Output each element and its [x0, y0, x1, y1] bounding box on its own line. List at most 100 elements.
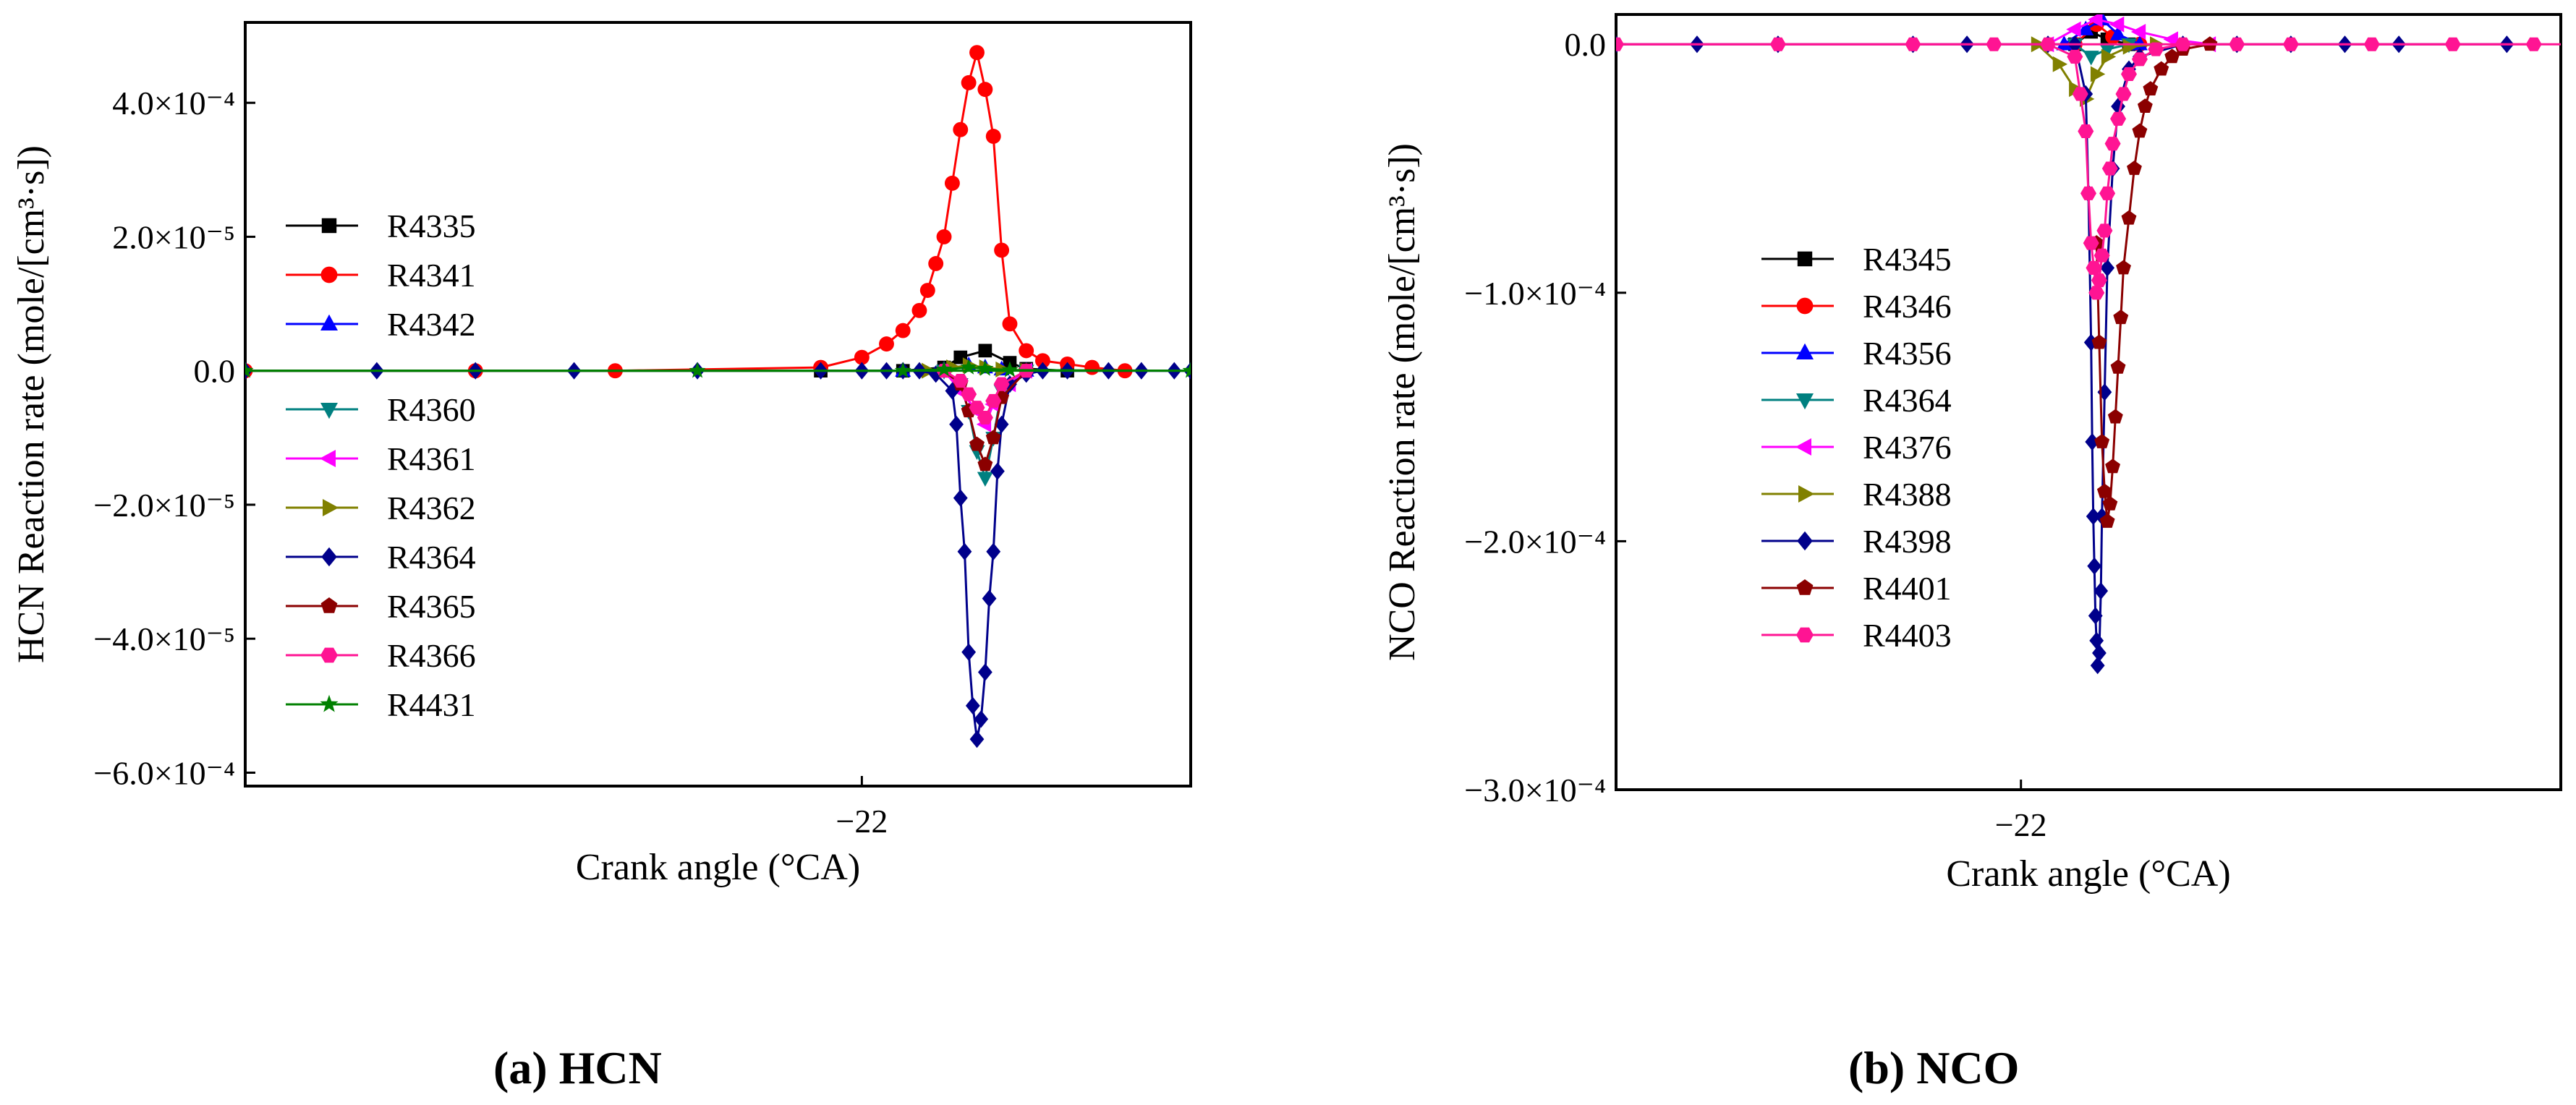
- legend-marker: [320, 266, 338, 283]
- plot-frame: [1615, 13, 2562, 791]
- data-point: [2052, 56, 2068, 72]
- legend-marker: [323, 499, 339, 516]
- y-tick-label: −2.0×10⁻⁵: [93, 487, 235, 524]
- data-point: [2130, 24, 2146, 40]
- legend-marker: [320, 597, 338, 613]
- data-point: [2089, 631, 2104, 649]
- data-point: [2116, 260, 2131, 275]
- data-point: [985, 129, 1001, 144]
- legend-label: R4431: [387, 686, 476, 723]
- legend-marker: [319, 450, 336, 467]
- legend-marker: [320, 647, 338, 663]
- data-point: [2132, 123, 2148, 138]
- data-point: [960, 358, 977, 375]
- plot-area: [245, 45, 1191, 748]
- data-point: [1002, 316, 1018, 332]
- series-R4364: [245, 362, 1191, 748]
- legend-item: R4401: [1761, 570, 1952, 607]
- legend-label: R4356: [1863, 335, 1952, 372]
- data-point: [911, 302, 927, 318]
- data-point: [2096, 483, 2112, 498]
- data-point: [2148, 42, 2164, 56]
- legend-marker: [320, 694, 339, 712]
- data-point: [936, 229, 952, 244]
- data-point: [2088, 286, 2105, 300]
- data-point: [977, 663, 992, 681]
- legend-label: R4361: [387, 440, 476, 477]
- data-point: [985, 393, 1002, 408]
- data-point: [2122, 38, 2138, 55]
- legend-marker: [1796, 297, 1814, 315]
- data-point: [2086, 260, 2102, 275]
- data-point: [2093, 248, 2110, 263]
- legend-item: R4364: [1761, 382, 1952, 419]
- data-point: [953, 121, 969, 137]
- data-point: [2088, 607, 2103, 625]
- y-tick-label: 4.0×10⁻⁴: [112, 85, 235, 121]
- y-axis-label: NCO Reaction rate (mole/[cm³·s]): [1382, 143, 1423, 661]
- data-point: [2086, 507, 2101, 526]
- legend-label: R4364: [387, 539, 476, 576]
- data-point: [1034, 353, 1050, 369]
- data-point: [919, 283, 935, 298]
- legend-marker: [320, 314, 338, 330]
- data-point: [2101, 161, 2118, 176]
- y-tick-label: 2.0×10⁻⁵: [112, 218, 235, 255]
- data-point: [944, 175, 960, 191]
- data-point: [2083, 236, 2099, 250]
- data-point: [1019, 343, 1034, 359]
- data-point: [2078, 20, 2094, 35]
- y-tick-label: −2.0×10⁻⁴: [1464, 523, 1606, 560]
- data-point: [1001, 361, 1019, 377]
- legend-item: R4341: [286, 257, 476, 294]
- data-point: [2113, 310, 2129, 325]
- series-line: [1616, 43, 2534, 294]
- y-tick-label: −1.0×10⁻⁴: [1464, 275, 1606, 312]
- data-point: [969, 401, 985, 415]
- data-point: [2104, 137, 2121, 151]
- legend-marker: [1796, 627, 1814, 643]
- data-point: [2091, 334, 2107, 349]
- x-axis-label: Crank angle (°CA): [576, 847, 860, 888]
- legend-label: R4401: [1863, 570, 1952, 607]
- legend-item: R4345: [1761, 241, 1952, 278]
- legend-item: R4346: [1761, 288, 1952, 325]
- data-point: [2099, 513, 2115, 528]
- legend-item: R4366: [286, 637, 476, 674]
- data-point: [2088, 14, 2103, 27]
- legend-label: R4341: [387, 257, 476, 294]
- legend-label: R4345: [1863, 241, 1952, 278]
- legend-item: R4376: [1761, 429, 1952, 466]
- data-point: [2090, 657, 2105, 675]
- data-point: [2096, 223, 2113, 238]
- legend-label: R4366: [387, 637, 476, 674]
- data-point: [2078, 124, 2094, 139]
- plot-frame: [244, 21, 1192, 788]
- data-point: [2083, 51, 2099, 66]
- data-point: [2121, 210, 2137, 225]
- data-point: [961, 387, 977, 401]
- legend: R4335 R4341 R4342 R4360 R4361 R4362 R4364 R4365…: [286, 208, 476, 723]
- legend-label: R4376: [1863, 429, 1952, 466]
- series-R4398: [1616, 35, 2515, 675]
- legend-label: R4364: [1863, 382, 1952, 419]
- data-point: [977, 472, 993, 487]
- y-tick-label: 0.0: [1565, 26, 1607, 63]
- legend-marker: [321, 547, 337, 567]
- series-line: [2074, 43, 2130, 59]
- data-point: [990, 462, 1005, 480]
- data-point: [2056, 35, 2073, 51]
- data-point: [2080, 186, 2096, 200]
- legend-marker: [1796, 579, 1814, 595]
- data-point: [957, 542, 972, 560]
- y-tick-label: −4.0×10⁻⁵: [93, 620, 235, 657]
- chart-nco: 0.0 −1.0×10⁻⁴ −2.0×10⁻⁴ −3.0×10⁻⁴ −22 Crank a…: [1382, 13, 2562, 895]
- data-point: [2085, 432, 2100, 451]
- legend-item: R4398: [1761, 523, 1952, 560]
- data-point: [854, 349, 870, 365]
- legend-item: R4361: [286, 440, 476, 477]
- data-point: [945, 382, 960, 400]
- legend-item: R4403: [1761, 617, 1952, 654]
- legend-label: R4335: [387, 208, 476, 244]
